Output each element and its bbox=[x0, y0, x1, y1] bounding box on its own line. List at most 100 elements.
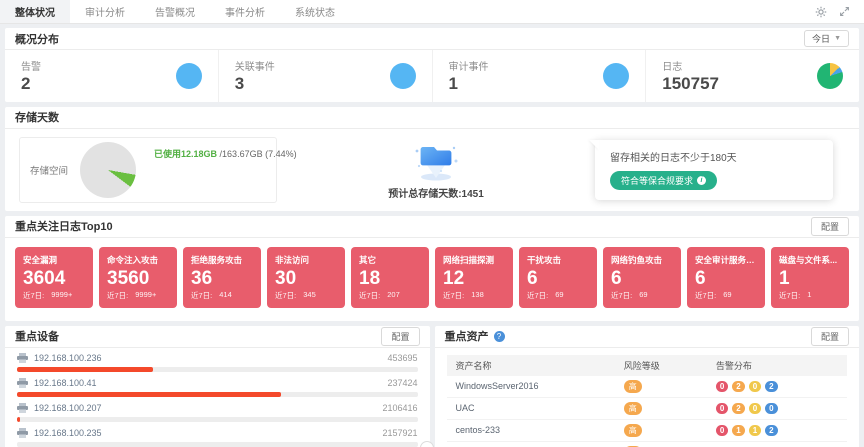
log-recent-value: 138 bbox=[471, 289, 484, 299]
top-logs-card: 重点关注日志Top10 配置 安全漏洞 3604 近7日: 9999+ 命令注入攻… bbox=[5, 215, 859, 321]
log-card-audit-service[interactable]: 安全审计服务攻击 6 近7日: 69 bbox=[687, 246, 765, 308]
stat-value: 2 bbox=[21, 74, 31, 93]
device-count: 453695 bbox=[387, 352, 418, 363]
log-card-title: 干扰攻击 bbox=[527, 254, 562, 265]
log-recent-label: 近7日: bbox=[359, 290, 381, 300]
log-recent-label: 近7日: bbox=[611, 290, 633, 300]
log-card-other[interactable]: 其它 18 近7日: 207 bbox=[351, 246, 429, 308]
log-card-dos-attack[interactable]: 拒绝服务攻击 36 近7日: 414 bbox=[183, 246, 261, 308]
log-recent-label: 近7日: bbox=[107, 290, 129, 300]
log-card-title: 安全漏洞 bbox=[23, 254, 58, 265]
log-card-disk-filesystem[interactable]: 磁盘与文件系... 1 近7日: 1 bbox=[771, 246, 849, 308]
log-card-value: 36 bbox=[191, 267, 213, 289]
log-recent-label: 近7日: bbox=[779, 290, 801, 300]
storage-used-text: 已使用12.18GB bbox=[154, 148, 218, 159]
log-card-interference[interactable]: 干扰攻击 6 近7日: 69 bbox=[519, 246, 597, 308]
device-bar-fill bbox=[17, 366, 154, 372]
top-logs-config-button[interactable]: 配置 bbox=[810, 216, 849, 236]
compliance-badge-label: 符合等保合规要求 bbox=[621, 175, 694, 186]
log-recent-label: 近7日: bbox=[23, 290, 45, 300]
log-card-security-vuln[interactable]: 安全漏洞 3604 近7日: 9999+ bbox=[15, 246, 93, 308]
audit-donut-chart bbox=[603, 62, 630, 89]
overview-card: 概况分布 今日 ▼ 告警 2 关联事件 3 bbox=[5, 28, 859, 102]
alarm-badge-medium: 1 bbox=[748, 424, 762, 436]
date-filter-dropdown[interactable]: 今日 ▼ bbox=[804, 30, 849, 47]
overview-stats: 告警 2 关联事件 3 审计事件 1 bbox=[5, 50, 859, 102]
table-row[interactable]: Windows7 高 0102 bbox=[446, 441, 847, 447]
key-devices-config-button[interactable]: 配置 bbox=[381, 326, 420, 346]
device-bar-track bbox=[17, 391, 418, 397]
asset-name: Windows7 bbox=[446, 441, 615, 447]
device-ip: 192.168.100.207 bbox=[34, 402, 102, 413]
log-card-title: 安全审计服务攻击 bbox=[695, 254, 757, 265]
alarms-donut-chart bbox=[175, 62, 202, 89]
alarm-badge-low: 2 bbox=[765, 424, 778, 436]
log-card-title: 网络扫描探测 bbox=[443, 254, 495, 265]
log-card-cmd-injection[interactable]: 命令注入攻击 3560 近7日: 9999+ bbox=[99, 246, 177, 308]
top-nav: 整体状况 审计分析 告警概况 事件分析 系统状态 bbox=[0, 0, 864, 24]
log-card-value: 12 bbox=[443, 267, 465, 289]
log-recent-value: 1 bbox=[807, 289, 812, 299]
log-recent-label: 近7日: bbox=[443, 290, 465, 300]
device-row[interactable]: 192.168.100.41 237424 bbox=[5, 373, 430, 398]
tab-alarm-overview[interactable]: 告警概况 bbox=[155, 8, 195, 19]
device-bar-track bbox=[17, 441, 418, 447]
log-card-value: 6 bbox=[611, 267, 622, 289]
key-assets-config-button[interactable]: 配置 bbox=[810, 326, 849, 346]
storage-total-text: /163.67GB (7.44%) bbox=[219, 148, 297, 159]
log-card-title: 命令注入攻击 bbox=[107, 254, 159, 265]
risk-badge: 高 bbox=[623, 445, 642, 447]
stat-audit-events: 审计事件 1 bbox=[433, 50, 647, 102]
log-card-value: 1 bbox=[779, 267, 790, 289]
storage-space-label: 存储空间 bbox=[30, 165, 69, 177]
stat-value: 3 bbox=[234, 74, 245, 93]
log-card-illegal-access[interactable]: 非法访问 30 近7日: 345 bbox=[267, 246, 345, 308]
date-filter-value: 今日 bbox=[812, 34, 831, 44]
alarm-badge-high: 2 bbox=[732, 380, 745, 392]
log-card-value: 30 bbox=[275, 267, 297, 289]
log-recent-label: 近7日: bbox=[275, 290, 297, 300]
risk-badge: 高 bbox=[623, 379, 642, 393]
device-row[interactable]: 192.168.100.235 2157921 bbox=[5, 423, 430, 447]
log-recent-value: 207 bbox=[387, 289, 400, 299]
compliance-badge[interactable]: 符合等保合规要求 i bbox=[610, 170, 718, 190]
alarm-badge-critical: 0 bbox=[715, 402, 729, 414]
device-row[interactable]: 192.168.100.236 453695 bbox=[5, 348, 430, 373]
overview-title: 概况分布 bbox=[15, 33, 59, 46]
device-bar-fill bbox=[17, 416, 21, 422]
device-list: 192.168.100.236 453695 192.168.100.41 23… bbox=[5, 348, 430, 447]
device-bar-fill bbox=[17, 391, 282, 397]
log-card-phishing[interactable]: 网络钓鱼攻击 6 近7日: 69 bbox=[603, 246, 681, 308]
log-card-network-scan[interactable]: 网络扫描探测 12 近7日: 138 bbox=[435, 246, 513, 308]
tab-event-analysis[interactable]: 事件分析 bbox=[225, 8, 265, 19]
device-ip: 192.168.100.41 bbox=[34, 377, 97, 388]
asset-name: UAC bbox=[446, 397, 615, 420]
stat-label: 告警 bbox=[21, 62, 41, 73]
tab-system-status[interactable]: 系统状态 bbox=[295, 8, 335, 19]
top-logs-title: 重点关注日志Top10 bbox=[15, 221, 113, 234]
device-bar-track bbox=[17, 416, 418, 422]
tab-overall-status[interactable]: 整体状况 bbox=[0, 0, 70, 23]
log-recent-value: 69 bbox=[723, 289, 732, 299]
key-assets-title: 重点资产 bbox=[444, 331, 489, 344]
stat-logs: 日志 150757 bbox=[646, 50, 859, 102]
compliance-notice: 留存相关的日志不少于180天 符合等保合规要求 i bbox=[595, 139, 833, 200]
tab-audit-analysis[interactable]: 审计分析 bbox=[85, 8, 125, 19]
alarm-badge-high: 2 bbox=[732, 402, 745, 414]
risk-badge: 高 bbox=[623, 423, 642, 437]
gear-icon[interactable] bbox=[815, 6, 827, 18]
fullscreen-icon[interactable] bbox=[839, 6, 850, 17]
storage-card: 存储天数 存储空间 已使用12.18GB /163.67GB (7.44%) bbox=[5, 106, 859, 211]
log-recent-label: 近7日: bbox=[527, 290, 549, 300]
help-icon[interactable]: ? bbox=[493, 330, 505, 342]
stat-alarms: 告警 2 bbox=[5, 50, 219, 102]
chevron-down-icon: ▼ bbox=[834, 35, 841, 42]
device-icon bbox=[17, 427, 28, 438]
device-row[interactable]: 192.168.100.207 2106416 bbox=[5, 398, 430, 423]
events-donut-chart bbox=[389, 62, 416, 89]
alarm-badge-low: 2 bbox=[765, 380, 778, 392]
log-recent-label: 近7日: bbox=[695, 290, 717, 300]
